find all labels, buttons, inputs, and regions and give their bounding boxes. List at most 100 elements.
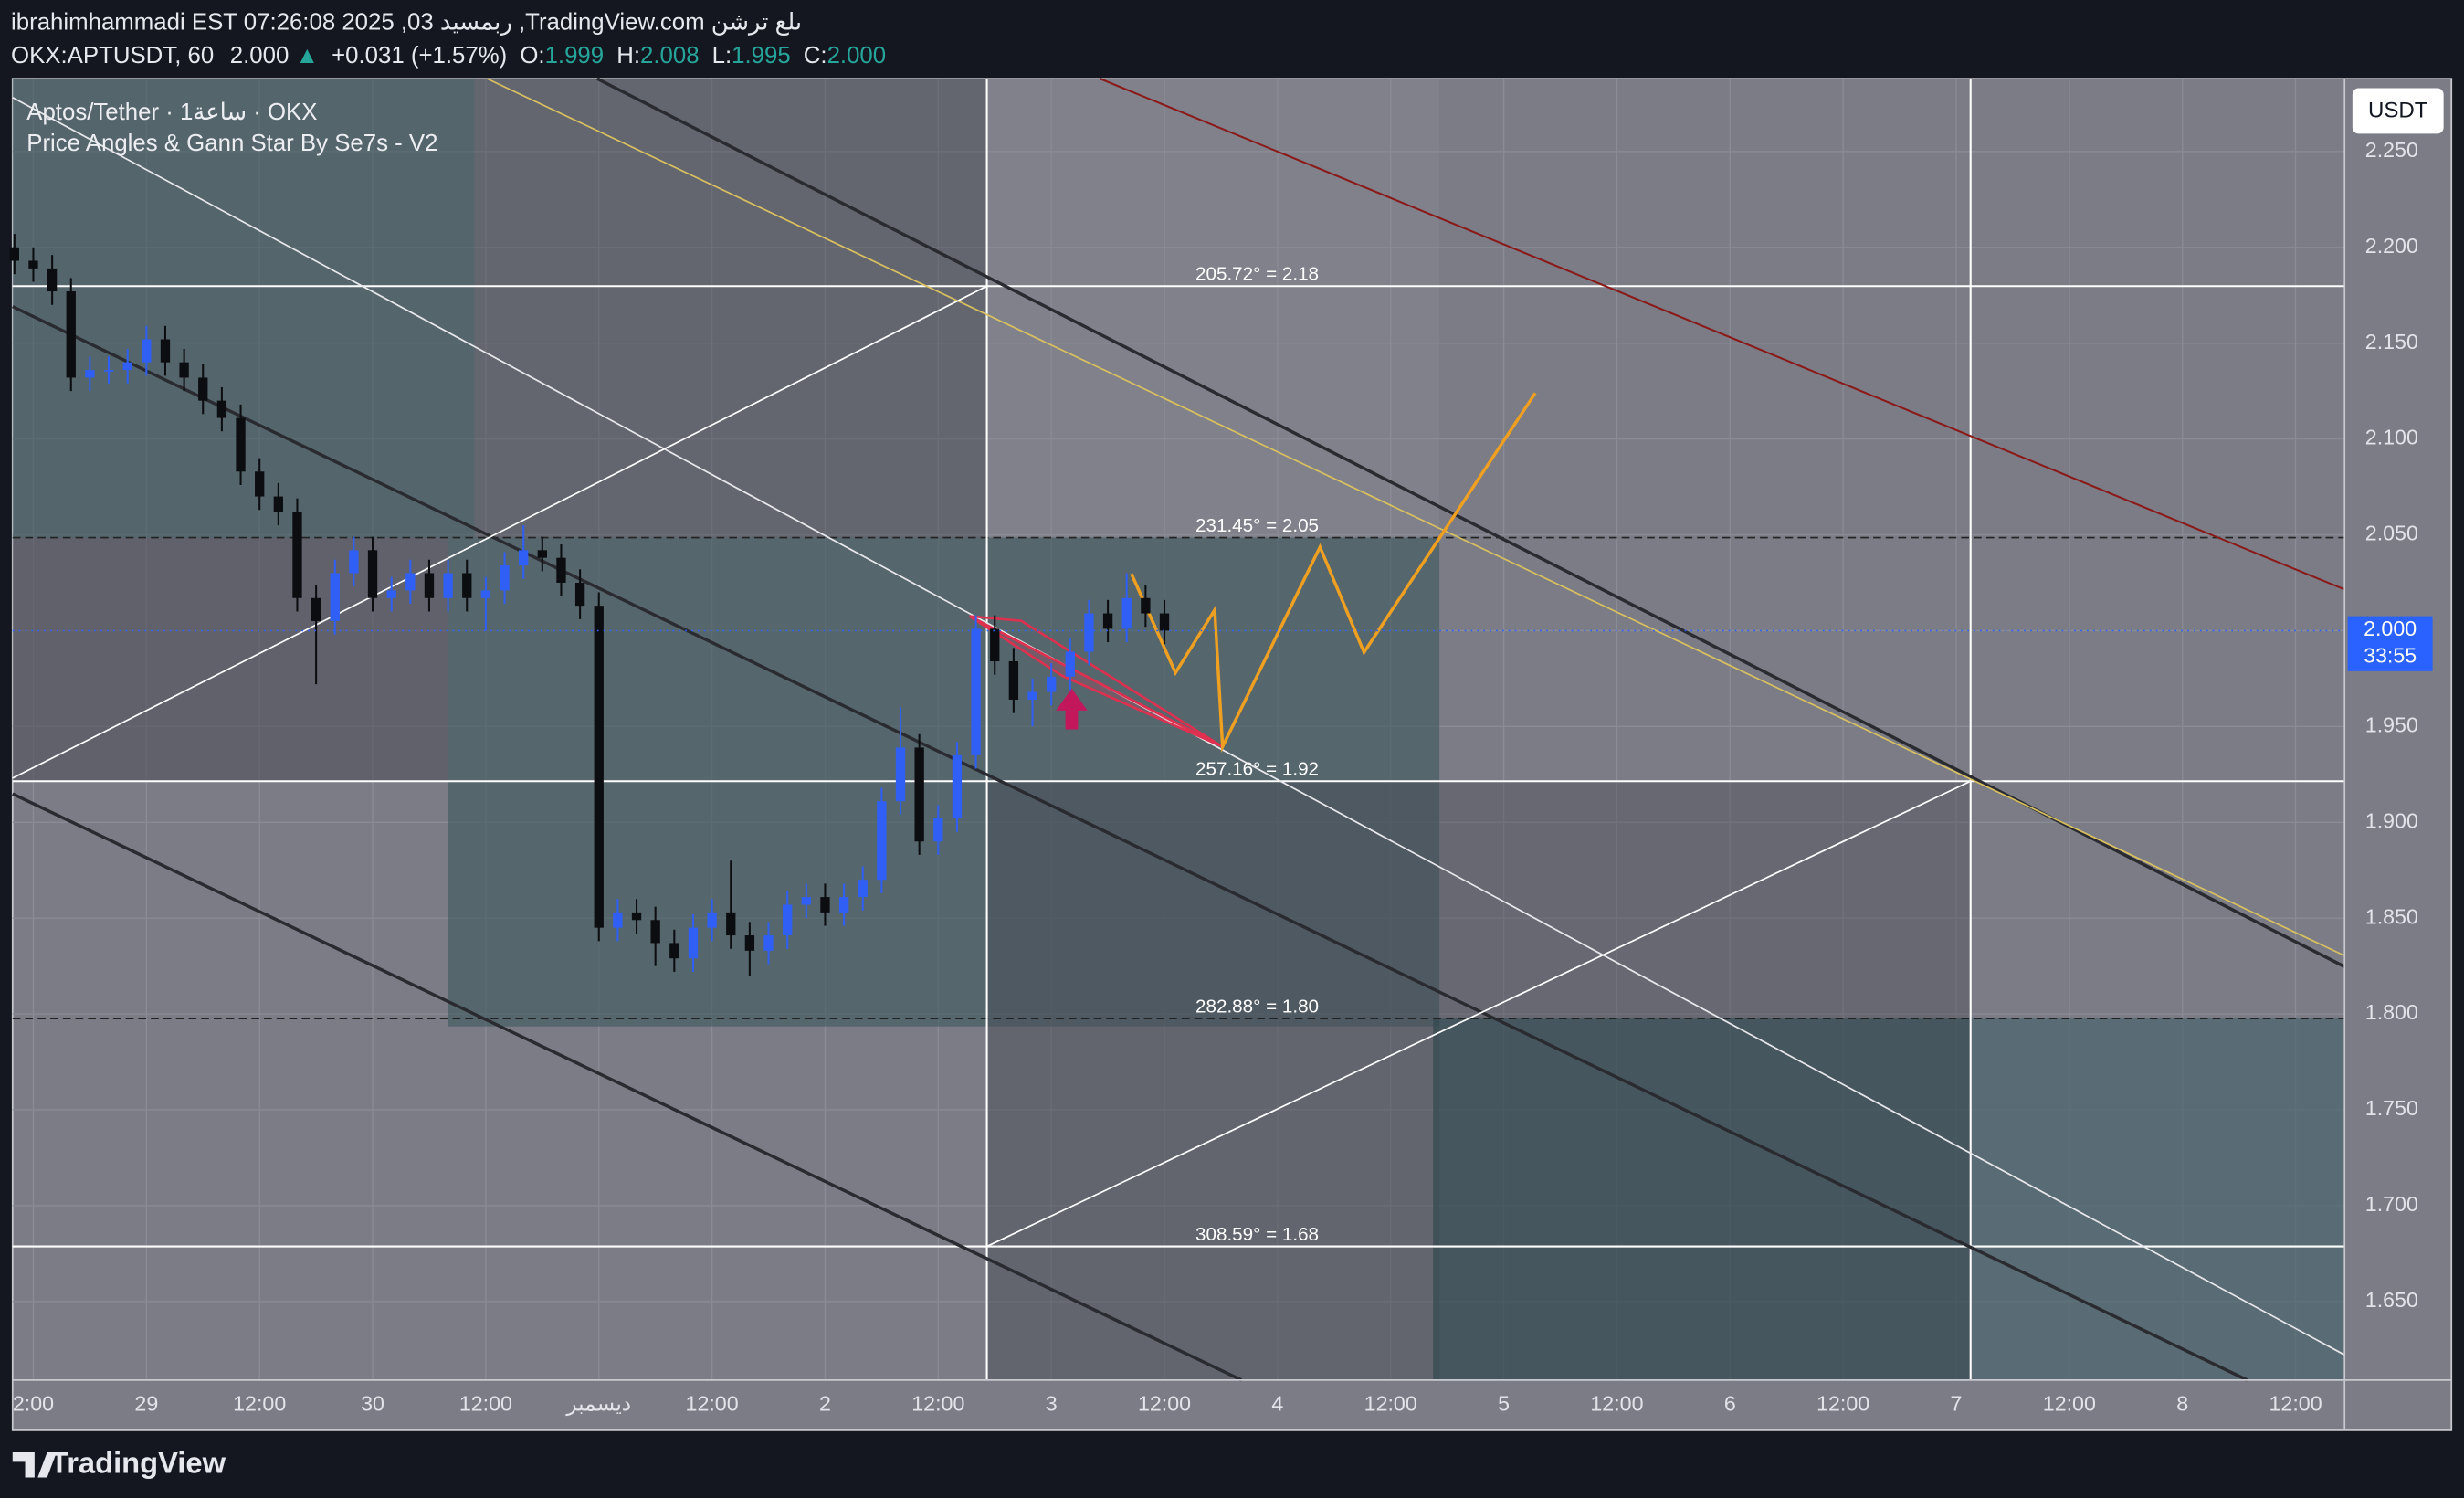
last: 2.000: [230, 43, 290, 69]
candle-body: [349, 550, 359, 574]
x-tick-label: 2: [819, 1392, 831, 1416]
y-tick-label: 1.900: [2365, 808, 2418, 832]
candle-body: [462, 573, 472, 598]
candle-body: [66, 291, 76, 378]
candle-body: [537, 550, 547, 558]
candle-body: [103, 370, 114, 372]
x-tick-label: 29: [134, 1392, 158, 1416]
y-tick-label: 2.100: [2365, 426, 2418, 449]
change: +0.031 (+1.57%): [332, 43, 507, 69]
currency-button[interactable]: [2352, 88, 2444, 134]
gann-annotation: 205.72° = 2.18: [1195, 264, 1319, 285]
candles: [9, 234, 2345, 976]
legend-symbol: Aptos/Tether · 1ساعة · OKX: [26, 100, 317, 125]
logo-mark: [12, 1451, 57, 1478]
x-tick-label: 4: [1271, 1392, 1283, 1416]
x-tick-label: ديسمبر: [565, 1392, 631, 1417]
gann-box: [1433, 1018, 1971, 1380]
y-tick-label: 1.750: [2365, 1096, 2418, 1120]
candle-body: [1121, 597, 1132, 629]
x-tick-label: 30: [361, 1392, 384, 1416]
price-badge-countdown: 33:55: [2364, 643, 2417, 667]
brand: TradingView: [50, 1445, 226, 1479]
currency-label[interactable]: USDT: [2368, 99, 2428, 123]
x-tick-label: 12:00: [1590, 1392, 1643, 1416]
candle-body: [255, 471, 265, 497]
candle-body: [122, 362, 132, 371]
candle-body: [480, 590, 491, 598]
candle-body: [650, 920, 660, 944]
l-label: L:: [712, 43, 732, 69]
candle-body: [47, 268, 58, 292]
gann-angle: [12, 285, 987, 779]
price-badge-price: 2.000: [2364, 617, 2417, 640]
trend-line: [487, 78, 2345, 957]
candle-body: [142, 339, 152, 363]
y-tick-label: 1.800: [2365, 1000, 2418, 1024]
projection-path: [1130, 392, 1537, 754]
y-tick-label: 2.250: [2365, 138, 2418, 162]
arrow-up: [1056, 688, 1088, 730]
header-line2: OKX:APTUSDT, 60 2.000 ▲ +0.031 (+1.57%) …: [11, 43, 886, 69]
candle-body: [726, 912, 736, 936]
candle-body: [838, 897, 849, 913]
channel-line: [12, 305, 2248, 1382]
candle-body: [424, 573, 435, 598]
candle-body: [405, 573, 416, 591]
gann-angle: [986, 780, 1972, 1248]
gann-annotation: 231.45° = 2.05: [1195, 515, 1319, 536]
c-value: 2.000: [827, 43, 887, 69]
h-label: H:: [616, 43, 640, 69]
candle-body: [160, 339, 171, 363]
candle-body: [292, 512, 302, 598]
candle-body: [1008, 661, 1019, 700]
x-tick-label: 8: [2176, 1392, 2188, 1416]
candle-body: [858, 880, 868, 898]
candle-body: [556, 557, 566, 583]
x-tick-label: 6: [1724, 1392, 1736, 1416]
candle-body: [367, 550, 378, 598]
x-tick-label: 7: [1951, 1392, 1963, 1416]
trend-line: [1100, 78, 2345, 591]
candle-body: [1084, 613, 1094, 652]
footer-logo: TradingView: [12, 1445, 226, 1479]
candle-body: [236, 417, 246, 472]
price-badge: [2347, 616, 2433, 671]
y-tick-label: 1.850: [2365, 904, 2418, 928]
x-tick-label: 12:00: [2269, 1392, 2322, 1416]
candle-body: [519, 550, 529, 566]
o-value: 1.999: [545, 43, 605, 69]
candle-body: [179, 362, 189, 378]
gann-annotation: 257.16° = 1.92: [1195, 759, 1319, 780]
gann-box: [1970, 1018, 2345, 1380]
up-triangle: ▲: [295, 43, 319, 69]
candle-body: [914, 747, 924, 842]
candle-body: [216, 400, 227, 418]
x-tick-label: 12:00: [911, 1392, 964, 1416]
candle-body: [820, 897, 830, 913]
candle-body: [688, 927, 699, 959]
candle-body: [744, 935, 755, 951]
candle-body: [9, 247, 19, 261]
gann-box: [986, 781, 1440, 1380]
o-label: O:: [520, 43, 544, 69]
gann-annotation: 282.88° = 1.80: [1195, 997, 1319, 1018]
y-tick-label: 2.200: [2365, 234, 2418, 258]
candle-body: [933, 818, 943, 842]
candle-body: [1159, 613, 1170, 631]
candle-body: [952, 754, 963, 819]
candle-body: [631, 912, 642, 921]
candle-body: [1141, 597, 1151, 614]
y-tick-label: 1.650: [2365, 1288, 2418, 1312]
candle-body: [895, 747, 906, 802]
candle-body: [330, 573, 340, 621]
candle-body: [574, 582, 585, 607]
candle-body: [783, 904, 793, 936]
candle-body: [1102, 613, 1113, 629]
h-value: 2.008: [640, 43, 700, 69]
x-tick-label: 12:00: [2043, 1392, 2096, 1416]
c-label: C:: [804, 43, 827, 69]
x-tick-label: 12:00: [1816, 1392, 1869, 1416]
